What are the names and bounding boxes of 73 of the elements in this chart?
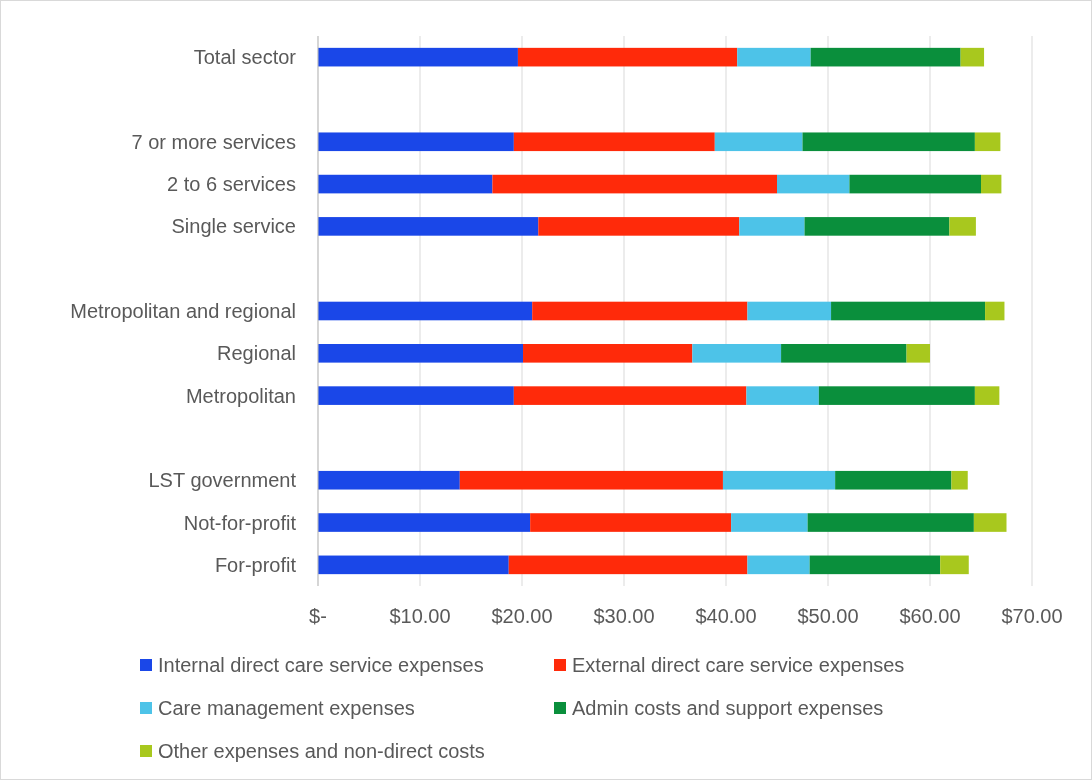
bar — [747, 555, 810, 575]
bar — [318, 132, 514, 152]
x-tick-label: $60.00 — [899, 605, 961, 627]
bar — [949, 217, 976, 236]
y-tick-label: Not-for-profit — [183, 511, 297, 534]
y-tick-label: 2 to 6 services — [167, 173, 296, 196]
bar — [731, 513, 808, 532]
bar — [960, 47, 985, 67]
bar — [747, 301, 832, 321]
bar — [318, 217, 539, 236]
legend-label: Admin costs and support expenses — [572, 697, 884, 719]
bar — [513, 386, 747, 405]
bar — [517, 47, 738, 67]
bar — [985, 301, 1005, 321]
bar — [804, 217, 950, 236]
bar — [781, 344, 907, 363]
bar — [737, 47, 811, 67]
y-tick-label: Single service — [171, 215, 296, 238]
bar — [739, 217, 805, 236]
x-tick-label: $70.00 — [1001, 605, 1063, 627]
bar — [318, 47, 518, 67]
bar — [459, 470, 723, 490]
bar — [318, 470, 460, 490]
bar — [777, 174, 850, 194]
bar — [810, 47, 961, 67]
bar — [974, 386, 1000, 405]
bar — [807, 513, 974, 532]
bar — [849, 174, 981, 194]
y-tick-label: Metropolitan and regional — [70, 300, 296, 322]
bar — [951, 470, 968, 490]
legend-label: External direct care service expenses — [572, 654, 905, 676]
bar — [318, 555, 509, 575]
x-tick-label: $20.00 — [491, 605, 553, 627]
bar — [318, 386, 514, 405]
bar — [981, 174, 1002, 194]
x-tick-label: $10.00 — [389, 605, 451, 627]
legend-label: Other expenses and non-direct costs — [158, 740, 485, 762]
bar — [973, 513, 1007, 532]
bar — [318, 301, 533, 321]
bar — [513, 132, 715, 152]
legend-label: Internal direct care service expenses — [158, 654, 484, 676]
bar — [318, 174, 493, 194]
x-tick-label: $40.00 — [695, 605, 757, 627]
bar — [318, 344, 524, 363]
x-tick-label: $30.00 — [593, 605, 655, 627]
bar — [974, 132, 1001, 152]
bar — [714, 132, 803, 152]
bar — [508, 555, 748, 575]
bar — [906, 344, 930, 363]
bar — [538, 217, 740, 236]
x-tick-label: $50.00 — [797, 605, 859, 627]
bar — [530, 513, 732, 532]
y-tick-label: Metropolitan — [185, 384, 296, 407]
bar — [831, 301, 986, 321]
y-tick-label: LST government — [148, 469, 297, 492]
bar — [532, 301, 748, 321]
bar — [692, 344, 782, 363]
y-tick-label: 7 or more services — [131, 130, 296, 153]
bar — [523, 344, 693, 363]
bar — [722, 470, 836, 490]
y-tick-label: For-profit — [214, 553, 297, 576]
legend-label: Care management expenses — [158, 697, 415, 719]
bar — [835, 470, 952, 490]
bar — [809, 555, 941, 575]
bar — [940, 555, 969, 575]
x-tick-label: $- — [309, 605, 327, 627]
bar — [746, 386, 819, 405]
bar — [818, 386, 975, 405]
bar — [318, 513, 531, 532]
bar — [802, 132, 975, 152]
bar — [492, 174, 777, 194]
y-tick-label: Regional — [217, 342, 296, 365]
y-tick-label: Total sector — [193, 46, 297, 69]
